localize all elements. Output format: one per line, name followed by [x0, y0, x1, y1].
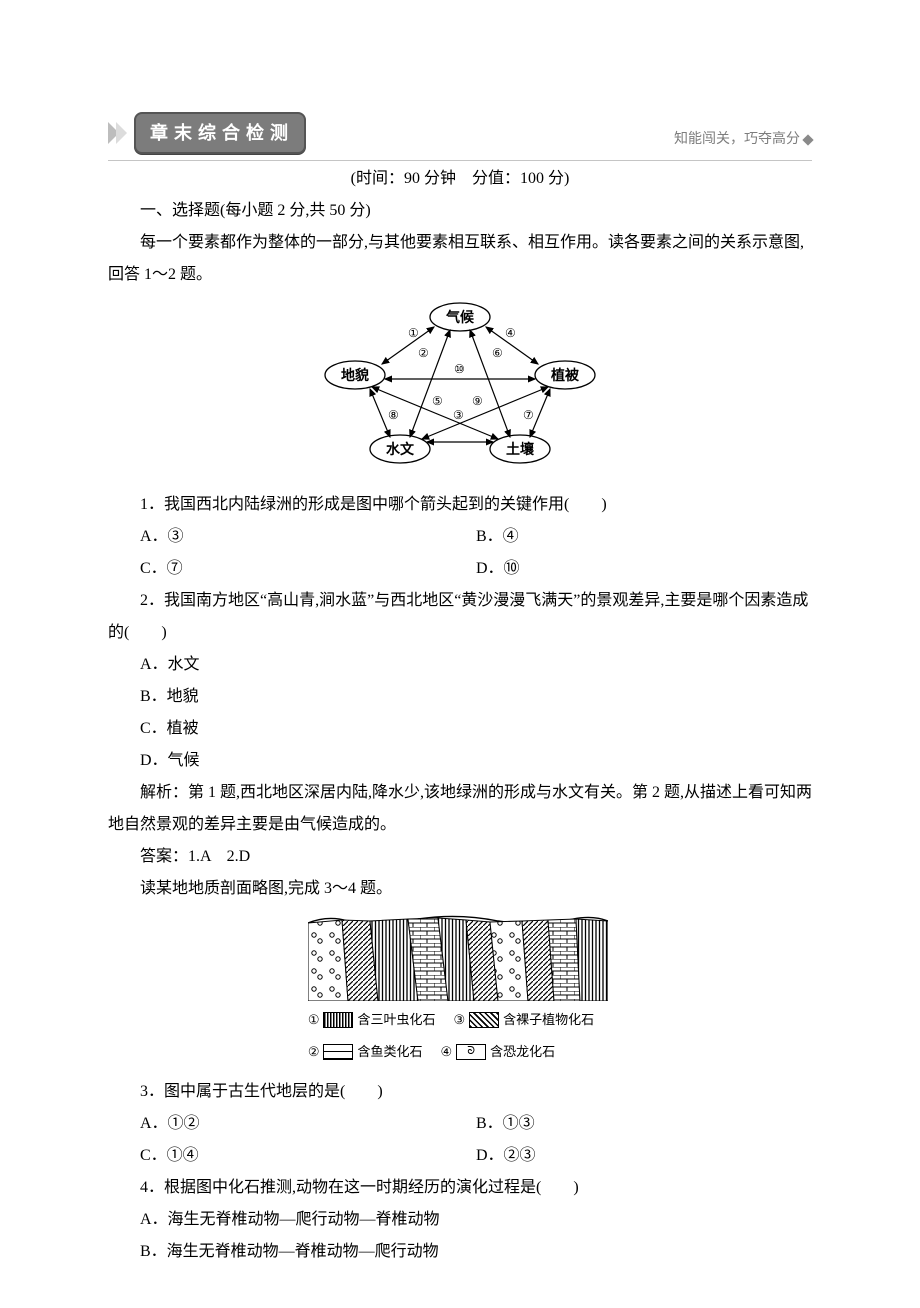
banner-subtitle: 知能闯关，巧夺高分 — [674, 126, 800, 154]
legend-3-num: ③ — [454, 1007, 466, 1033]
q4-B: B．海生无脊椎动物—脊椎动物—爬行动物 — [140, 1236, 812, 1268]
chapter-title: 章末综合检测 — [134, 112, 306, 154]
q2-stem: 2．我国南方地区“高山青,涧水蓝”与西北地区“黄沙漫漫飞满天”的景观差异,主要是… — [108, 585, 812, 649]
banner-left: 章末综合检测 — [108, 112, 306, 154]
svg-text:⑨: ⑨ — [472, 394, 483, 408]
legend-4-text: 含恐龙化石 — [490, 1039, 555, 1065]
svg-text:②: ② — [418, 346, 429, 360]
figure-star-diagram: 气候 地貌 植被 水文 土壤 ① ② ③ ④ ⑤ ⑥ — [108, 297, 812, 481]
q1-C: C．⑦ — [140, 553, 476, 585]
q4-options: A．海生无脊椎动物—爬行动物—脊椎动物 B．海生无脊椎动物—脊椎动物—爬行动物 — [140, 1204, 812, 1268]
legend-2-swatch — [323, 1044, 353, 1060]
q3-A: A．①② — [140, 1108, 476, 1140]
chapter-banner: 章末综合检测 知能闯关，巧夺高分 — [108, 112, 812, 154]
explain-12: 解析：第 1 题,西北地区深居内陆,降水少,该地绿洲的形成与水文有关。第 2 题… — [108, 777, 812, 841]
q3-options: A．①② B．①③ C．①④ D．②③ — [140, 1108, 812, 1172]
answer-12: 答案：1.A 2.D — [108, 841, 812, 873]
q3-stem: 3．图中属于古生代地层的是( ) — [108, 1076, 812, 1108]
section-heading: 一、选择题(每小题 2 分,共 50 分) — [108, 195, 812, 227]
legend-2-num: ② — [308, 1039, 320, 1065]
legend-2-text: 含鱼类化石 — [357, 1039, 422, 1065]
q1-options: A．③ B．④ C．⑦ D．⑩ — [140, 521, 812, 585]
strata-svg — [308, 911, 608, 1001]
legend-1-swatch — [323, 1012, 353, 1028]
q4-stem: 4．根据图中化石推测,动物在这一时期经历的演化过程是( ) — [108, 1172, 812, 1204]
q34-intro: 读某地地质剖面略图,完成 3～4 题。 — [108, 873, 812, 905]
svg-text:⑧: ⑧ — [388, 408, 399, 422]
figure-strata: ① 含三叶虫化石 ③ 含裸子植物化石 ② 含鱼类化石 ④ — [108, 911, 812, 1068]
svg-text:⑩: ⑩ — [454, 362, 465, 376]
legend-3-swatch — [469, 1012, 499, 1028]
q3-B: B．①③ — [476, 1108, 812, 1140]
svg-text:地貌: 地貌 — [341, 367, 369, 383]
svg-text:③: ③ — [453, 408, 464, 422]
q1-stem: 1．我国西北内陆绿洲的形成是图中哪个箭头起到的关键作用( ) — [108, 489, 812, 521]
q2-B: B．地貌 — [140, 681, 812, 713]
q2-A: A．水文 — [140, 649, 812, 681]
legend-1-text: 含三叶虫化石 — [357, 1007, 435, 1033]
divider — [108, 160, 812, 161]
q3-C: C．①④ — [140, 1140, 476, 1172]
q2-options: A．水文 B．地貌 C．植被 D．气候 — [140, 649, 812, 777]
legend-3-text: 含裸子植物化石 — [503, 1007, 594, 1033]
q1-D: D．⑩ — [476, 553, 812, 585]
svg-text:①: ① — [408, 326, 419, 340]
q2-C: C．植被 — [140, 713, 812, 745]
svg-text:⑦: ⑦ — [523, 408, 534, 422]
legend-4-num: ④ — [441, 1039, 453, 1065]
legend-row-2: ② 含鱼类化石 ④ ᘐ 含恐龙化石 — [308, 1039, 612, 1065]
exam-meta: (时间：90 分钟 分值：100 分) — [108, 163, 812, 195]
q2-D: D．气候 — [140, 745, 812, 777]
svg-text:气候: 气候 — [445, 309, 475, 325]
banner-subtitle-wrap: 知能闯关，巧夺高分 — [674, 126, 812, 154]
star-svg: 气候 地貌 植被 水文 土壤 ① ② ③ ④ ⑤ ⑥ — [310, 297, 610, 469]
svg-text:⑤: ⑤ — [432, 394, 443, 408]
legend-1-num: ① — [308, 1007, 320, 1033]
q4-A: A．海生无脊椎动物—爬行动物—脊椎动物 — [140, 1204, 812, 1236]
q3-D: D．②③ — [476, 1140, 812, 1172]
svg-text:⑥: ⑥ — [492, 346, 503, 360]
svg-text:④: ④ — [505, 326, 516, 340]
page: 章末综合检测 知能闯关，巧夺高分 (时间：90 分钟 分值：100 分) 一、选… — [0, 0, 920, 1308]
chevron-icon — [108, 122, 136, 144]
legend-4-swatch: ᘐ — [456, 1044, 486, 1060]
svg-text:水文: 水文 — [386, 441, 415, 457]
diamond-icon — [802, 134, 813, 145]
q1-B: B．④ — [476, 521, 812, 553]
svg-text:植被: 植被 — [550, 367, 580, 383]
legend-row-1: ① 含三叶虫化石 ③ 含裸子植物化石 — [308, 1007, 612, 1033]
q1-A: A．③ — [140, 521, 476, 553]
svg-text:土壤: 土壤 — [506, 441, 535, 457]
q12-intro: 每一个要素都作为整体的一部分,与其他要素相互联系、相互作用。读各要素之间的关系示… — [108, 227, 812, 291]
